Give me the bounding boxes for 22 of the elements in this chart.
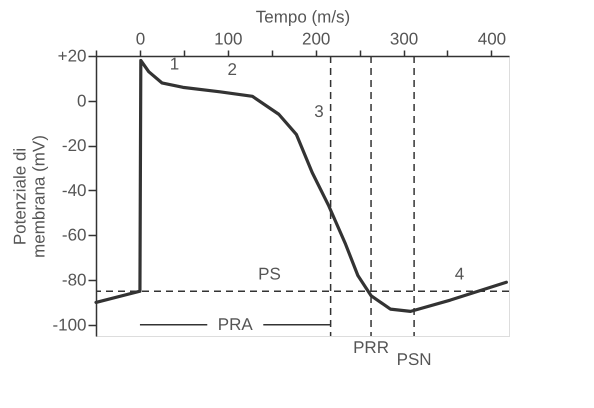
y-tick-label: -60 (62, 226, 86, 245)
y-tick-label: -40 (62, 180, 86, 200)
x-tick-label: 400 (478, 30, 506, 48)
annotation: PS (258, 264, 281, 284)
annotation: PRA (218, 314, 254, 334)
annotation: 2 (228, 60, 238, 79)
ref-line-label: PRR (353, 338, 389, 357)
y-tick-label: 0 (77, 91, 86, 110)
y-axis-title: Potenziale di membrana (mV) (10, 135, 48, 258)
x-tick-label: 300 (390, 30, 418, 48)
y-tick-label: +20 (58, 46, 86, 66)
x-tick-label: 0 (136, 30, 146, 48)
x-axis-title: Tempo (m/s) (256, 8, 350, 26)
y-tick-label: -80 (62, 270, 86, 290)
x-tick-label: 100 (214, 30, 242, 48)
annotation: 1 (170, 54, 180, 74)
ref-line-label: PSN (396, 350, 432, 369)
annotation: 4 (454, 264, 464, 284)
y-tick-label: -100 (52, 315, 86, 334)
y-tick-label: -20 (62, 136, 86, 156)
annotation: 3 (314, 102, 324, 121)
x-tick-label: 200 (302, 30, 330, 48)
